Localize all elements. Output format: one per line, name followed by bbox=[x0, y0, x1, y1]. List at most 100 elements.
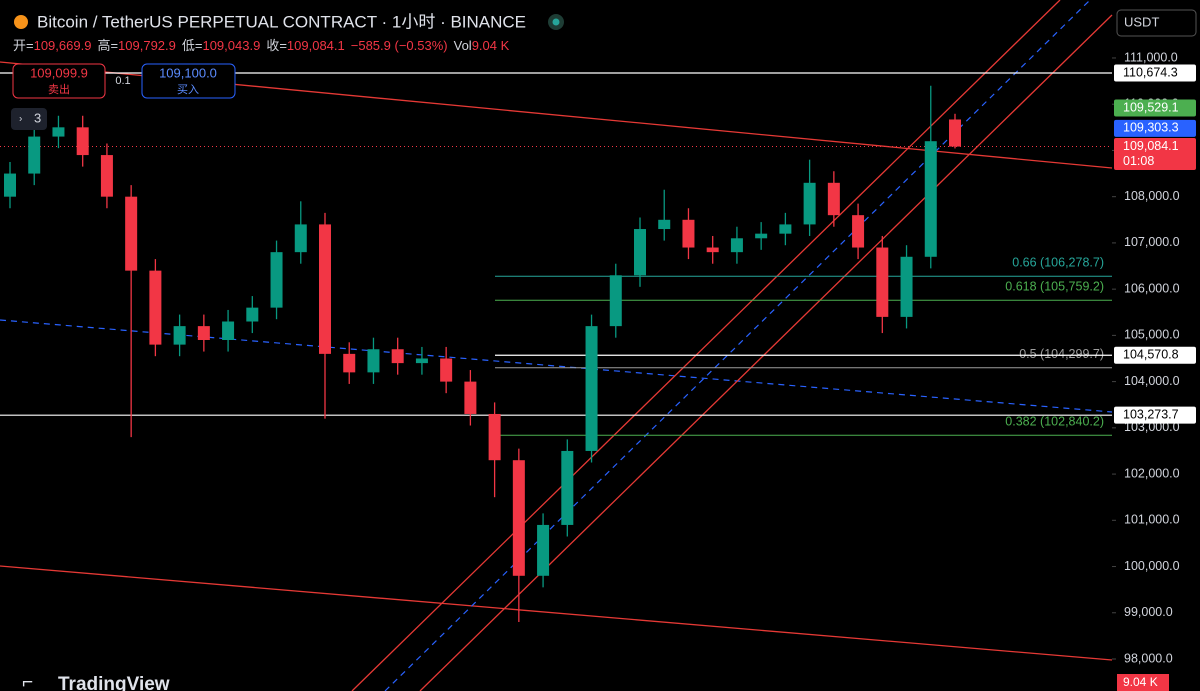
y-tick-label: 100,000.0 bbox=[1124, 559, 1180, 573]
brand: TradingView bbox=[58, 674, 170, 691]
y-tick-label: 111,000.0 bbox=[1124, 50, 1178, 64]
y-tick-label: 105,000.0 bbox=[1124, 328, 1180, 342]
y-tick-label: 104,000.0 bbox=[1124, 374, 1180, 388]
candle-body bbox=[222, 321, 235, 340]
price-tag bbox=[1114, 138, 1196, 171]
buy-price: 109,100.0 bbox=[159, 65, 217, 80]
status-dot bbox=[552, 18, 560, 26]
candle-body bbox=[488, 413, 501, 461]
ohlc-key: 收= bbox=[266, 38, 287, 53]
channel-line bbox=[351, 0, 1061, 691]
fib-label: 0.5 (104,299.7) bbox=[1019, 347, 1104, 361]
candle-body bbox=[294, 224, 307, 253]
ohlc-value: 109,043.9 bbox=[202, 38, 260, 53]
buy-button[interactable] bbox=[141, 63, 236, 99]
channel-line bbox=[384, 0, 1091, 691]
candle-body bbox=[343, 353, 356, 373]
candle-body bbox=[464, 381, 477, 414]
price-tag-label: 104,570.8 bbox=[1123, 348, 1179, 362]
spread: 0.1 bbox=[115, 75, 130, 87]
candle-body bbox=[706, 247, 719, 253]
ohlc-value: 109,084.1 bbox=[287, 38, 345, 53]
candle-body bbox=[52, 127, 65, 137]
candle-body bbox=[949, 119, 961, 147]
indicator-toggle[interactable] bbox=[11, 108, 47, 130]
volume-tag bbox=[1117, 674, 1169, 691]
brand-logo: ⌐ bbox=[22, 672, 33, 691]
trend-line bbox=[0, 319, 1113, 413]
currency: USDT bbox=[1124, 14, 1159, 29]
candle-body bbox=[634, 229, 646, 276]
candle-body bbox=[779, 224, 792, 234]
price-tag bbox=[1114, 99, 1196, 117]
candle-body bbox=[367, 349, 380, 373]
candle-body bbox=[246, 307, 259, 322]
volume-tag-label: 9.04 K bbox=[1123, 675, 1158, 689]
candle-body bbox=[4, 173, 16, 197]
price-tag bbox=[1114, 119, 1196, 137]
candle-body bbox=[658, 219, 671, 230]
fib-label: 0.382 (102,840.2) bbox=[1005, 415, 1104, 429]
candle-body bbox=[876, 247, 889, 317]
indicator-count: 3 bbox=[34, 110, 41, 125]
candle-body bbox=[76, 127, 89, 156]
ohlc-key: 开= bbox=[13, 38, 34, 53]
y-tick-label: 108,000.0 bbox=[1124, 189, 1180, 203]
coin-icon bbox=[14, 15, 28, 29]
change-text: −585.9 (−0.53%) bbox=[351, 38, 448, 53]
y-tick-label: 107,000.0 bbox=[1124, 235, 1180, 249]
sell-label: 卖出 bbox=[48, 82, 70, 96]
ohlc-value: 109,792.9 bbox=[118, 38, 176, 53]
currency-select[interactable] bbox=[1116, 9, 1197, 37]
price-tag bbox=[1114, 406, 1196, 424]
candle-body bbox=[803, 182, 816, 225]
buy-label: 买入 bbox=[177, 83, 199, 96]
fib-label: 0.618 (105,759.2) bbox=[1005, 280, 1104, 294]
candle-body bbox=[585, 326, 598, 451]
volume-value: 9.04 K bbox=[472, 38, 510, 53]
candle-body bbox=[609, 275, 622, 327]
candle-body bbox=[900, 256, 913, 317]
candle-body bbox=[561, 450, 574, 525]
price-tag-label: 110,674.3 bbox=[1123, 65, 1178, 79]
ohlc-value: 109,669.9 bbox=[34, 38, 92, 53]
y-tick-label: 106,000.0 bbox=[1124, 281, 1180, 295]
candle-body bbox=[537, 524, 550, 576]
ohlc-row: 开=109,669.9 高=109,792.9 低=109,043.9 收=109,0… bbox=[13, 38, 510, 53]
candle-body bbox=[391, 349, 404, 364]
volume-key: Vol bbox=[454, 38, 472, 53]
candle-body bbox=[270, 252, 283, 308]
y-tick-label: 102,000.0 bbox=[1124, 466, 1180, 480]
candle-body bbox=[755, 233, 768, 239]
candle-body bbox=[924, 141, 937, 257]
candle-body bbox=[319, 224, 331, 354]
sell-button[interactable] bbox=[12, 63, 106, 99]
fib-label: 0.66 (106,278.7) bbox=[1012, 256, 1104, 270]
candle-body bbox=[173, 326, 186, 345]
price-tag bbox=[1114, 64, 1196, 82]
ohlc-key: 高= bbox=[97, 38, 118, 53]
candle-body bbox=[149, 270, 162, 345]
price-tag-label: 109,084.1 bbox=[1123, 139, 1179, 153]
candle-body bbox=[197, 326, 210, 340]
candle-body bbox=[100, 155, 113, 197]
trend-line bbox=[0, 565, 1113, 661]
price-tag bbox=[1114, 346, 1196, 364]
price-tag-label: 103,273.7 bbox=[1123, 407, 1179, 421]
y-tick-label: 101,000.0 bbox=[1124, 513, 1180, 527]
sell-price: 109,099.9 bbox=[30, 65, 88, 80]
price-tag-label: 109,303.3 bbox=[1123, 121, 1179, 135]
candle-body bbox=[125, 196, 138, 271]
chevron: › bbox=[19, 114, 22, 125]
candle-body bbox=[730, 238, 743, 253]
channel-line bbox=[419, 14, 1113, 691]
chart-title: Bitcoin / TetherUS PERPETUAL CONTRACT · … bbox=[37, 12, 526, 31]
candle-body bbox=[852, 215, 865, 248]
candle-body bbox=[415, 358, 428, 364]
countdown: 01:08 bbox=[1123, 154, 1154, 168]
candle-body bbox=[827, 182, 840, 216]
price-tag-label: 109,529.1 bbox=[1123, 100, 1179, 114]
candle-body bbox=[440, 358, 453, 382]
